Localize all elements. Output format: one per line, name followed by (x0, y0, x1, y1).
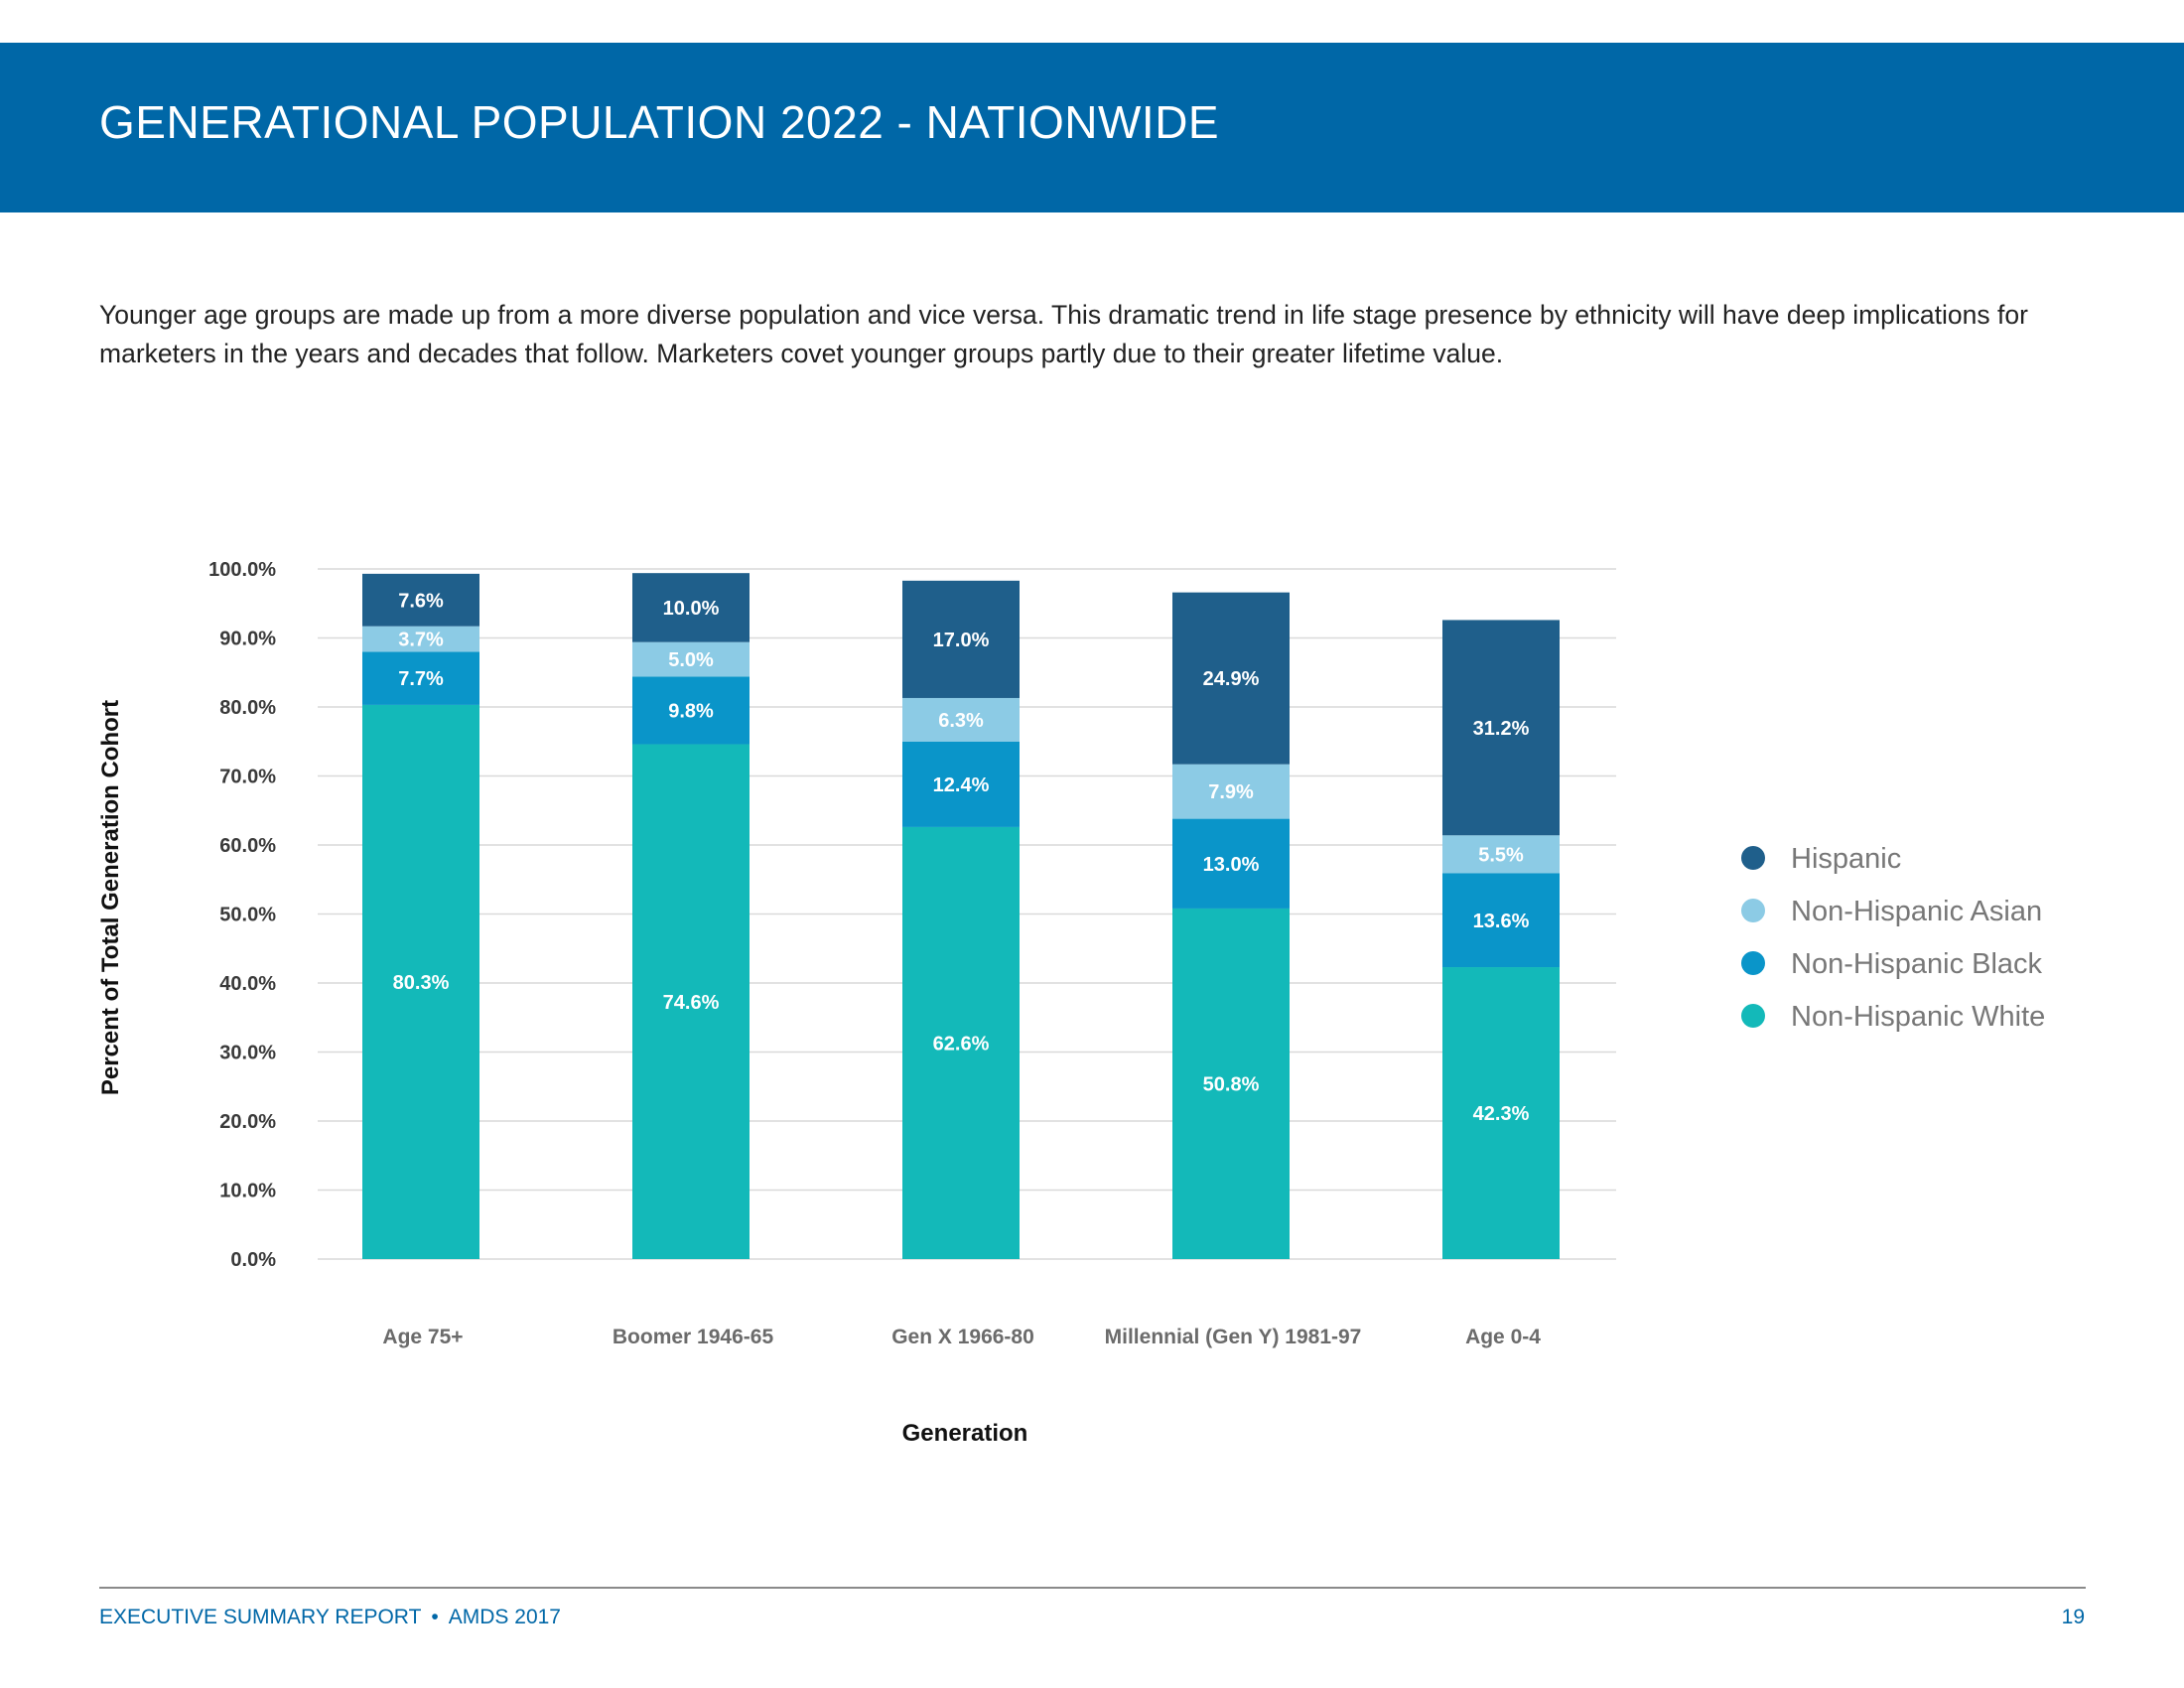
data-label: 5.5% (1478, 844, 1524, 866)
bar-segment (1172, 592, 1290, 765)
y-axis-title: Percent of Total Generation Cohort (97, 700, 124, 1095)
data-label: 7.6% (398, 590, 444, 612)
legend-label: Non-Hispanic White (1791, 1001, 2045, 1033)
bar-segment (902, 697, 1020, 742)
legend-swatch (1741, 899, 1765, 922)
data-label: 9.8% (668, 700, 714, 722)
page-number: 19 (2061, 1606, 2085, 1628)
legend-swatch (1741, 1004, 1765, 1028)
x-tick-label: Age 75+ (382, 1326, 463, 1348)
x-tick-label: Millennial (Gen Y) 1981-97 (1105, 1326, 1362, 1348)
bar-segment (632, 676, 750, 745)
data-label: 12.4% (933, 774, 990, 796)
bar-segment (902, 741, 1020, 827)
y-tick-label: 80.0% (219, 697, 276, 719)
intro-paragraph: Younger age groups are made up from a mo… (99, 300, 2028, 368)
bar-segment (1172, 764, 1290, 819)
bar-segment (1442, 835, 1560, 874)
data-label: 80.3% (393, 972, 450, 994)
data-label: 3.7% (398, 630, 444, 651)
bar-segment (1442, 620, 1560, 836)
data-label: 10.0% (663, 598, 720, 620)
y-tick-label: 20.0% (219, 1111, 276, 1133)
bar-segment (902, 826, 1020, 1259)
bar-segment (1172, 818, 1290, 909)
footer-separator: • (431, 1606, 439, 1628)
data-label: 62.6% (933, 1033, 990, 1055)
footer-edition: AMDS 2017 (448, 1606, 561, 1628)
bar-segment (632, 641, 750, 677)
bar-segment (362, 573, 479, 627)
data-label: 24.9% (1203, 668, 1260, 690)
y-tick-label: 60.0% (219, 835, 276, 857)
data-label: 31.2% (1473, 718, 1530, 740)
bar-segment (1442, 873, 1560, 968)
y-tick-label: 50.0% (219, 905, 276, 926)
data-label: 5.0% (668, 649, 714, 671)
data-label: 6.3% (938, 710, 984, 732)
y-tick-label: 70.0% (219, 767, 276, 788)
footer-report-name: EXECUTIVE SUMMARY REPORT (99, 1606, 422, 1628)
y-tick-label: 10.0% (219, 1181, 276, 1202)
title-banner (0, 43, 2184, 212)
y-tick-label: 40.0% (219, 973, 276, 995)
bar-segment (362, 704, 479, 1259)
footer-report-title: EXECUTIVE SUMMARY REPORT • AMDS 2017 (99, 1606, 561, 1629)
bar-segment (1172, 908, 1290, 1259)
legend-swatch (1741, 846, 1765, 870)
legend-label: Non-Hispanic Black (1791, 948, 2043, 980)
data-label: 50.8% (1203, 1073, 1260, 1095)
bar-segment (362, 626, 479, 652)
bar-segment (902, 580, 1020, 698)
x-tick-label: Boomer 1946-65 (613, 1326, 774, 1348)
y-tick-label: 90.0% (219, 629, 276, 650)
bar-segment (632, 573, 750, 642)
legend-swatch (1741, 951, 1765, 975)
legend-label: Hispanic (1791, 843, 1901, 875)
data-label: 42.3% (1473, 1103, 1530, 1125)
bar-segment (632, 744, 750, 1259)
data-label: 17.0% (933, 630, 990, 651)
bar-segment (1442, 967, 1560, 1259)
footer-divider (99, 1587, 2086, 1589)
x-axis-title: Generation (902, 1420, 1028, 1447)
data-label: 13.6% (1473, 911, 1530, 932)
y-tick-label: 30.0% (219, 1043, 276, 1064)
y-tick-label: 100.0% (208, 559, 276, 581)
y-tick-label: 0.0% (230, 1249, 276, 1271)
x-tick-label: Gen X 1966-80 (891, 1326, 1034, 1348)
page-title: GENERATIONAL POPULATION 2022 - NATIONWID… (99, 96, 1220, 148)
data-label: 13.0% (1203, 854, 1260, 876)
data-label: 74.6% (663, 992, 720, 1014)
data-label: 7.9% (1208, 781, 1254, 803)
legend-label: Non-Hispanic Asian (1791, 896, 2042, 927)
bar-segment (362, 651, 479, 705)
data-label: 7.7% (398, 668, 444, 690)
x-tick-label: Age 0-4 (1465, 1326, 1541, 1348)
